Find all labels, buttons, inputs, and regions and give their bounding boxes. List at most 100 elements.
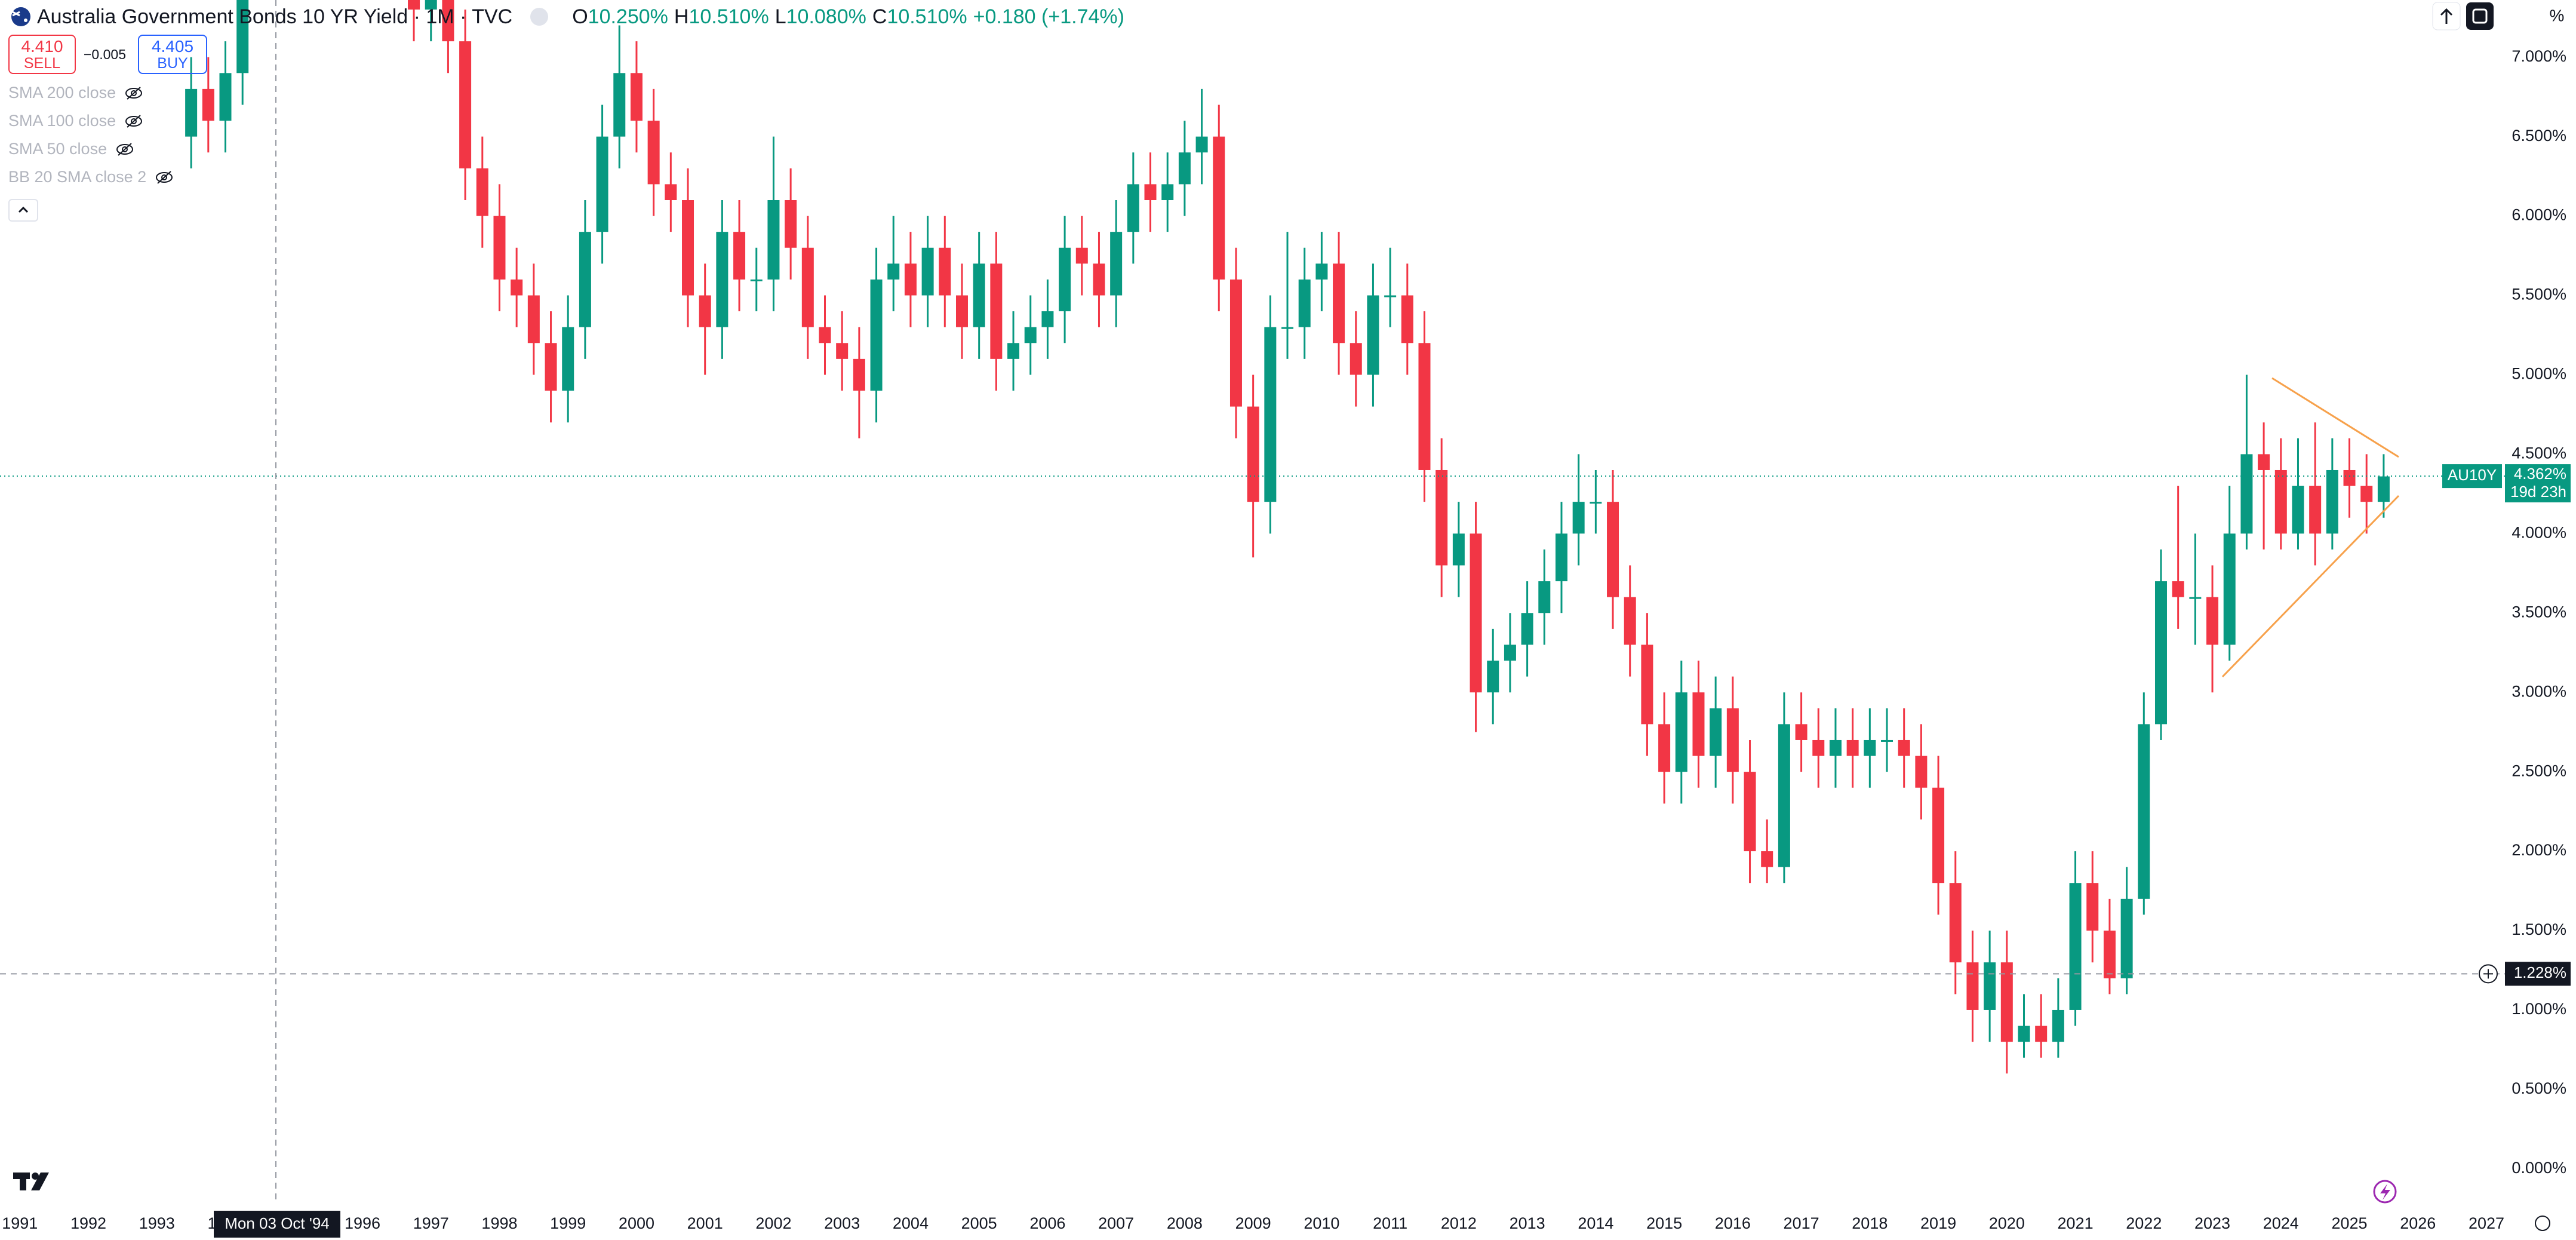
flash-icon[interactable] (2373, 1180, 2397, 1204)
indicator-label: BB 20 SMA close 2 (8, 168, 147, 186)
candle-body (1795, 724, 1807, 740)
candle-body (1281, 327, 1294, 329)
indicator[interactable]: SMA 200 close (8, 84, 143, 102)
candle-body (2360, 486, 2373, 502)
candle-body (2258, 454, 2270, 470)
symbol-tag-label: AU10Y (2448, 466, 2497, 484)
candle-body (1521, 613, 1533, 645)
candle-body (1812, 739, 1825, 756)
buy-button[interactable]: 4.405 BUY (138, 35, 207, 74)
candle-body (1846, 739, 1859, 756)
crosshair-date-label: Mon 03 Oct '94 (225, 1214, 330, 1232)
candle-body (1607, 502, 1619, 597)
logo-part (32, 1173, 39, 1180)
candle-body (2172, 581, 2184, 597)
x-tick-label: 2005 (961, 1214, 997, 1232)
collapse-dot[interactable] (530, 8, 549, 26)
candle-body (2052, 1009, 2064, 1042)
candle-body (1333, 263, 1345, 343)
candle-body (408, 0, 420, 10)
candle-body (785, 200, 797, 248)
symbol-title[interactable]: Australia Government Bonds 10 YR Yield ·… (37, 5, 513, 28)
candle-body (1264, 327, 1277, 502)
candle-body (1093, 263, 1105, 296)
candle-body (2154, 581, 2167, 725)
candle-body (2292, 486, 2304, 534)
candle-body (1761, 851, 1773, 867)
candle-body (1864, 739, 1876, 756)
indicator[interactable]: BB 20 SMA close 2 (8, 168, 174, 186)
y-tick-label: 4.000% (2512, 523, 2566, 541)
price-tag-countdown: 19d 23h (2510, 483, 2566, 501)
candle-body (1041, 311, 1054, 327)
candle-body (853, 358, 865, 391)
x-tick-label: 1999 (550, 1214, 586, 1232)
low-value: 10.080% (786, 5, 866, 28)
candle-body (1624, 597, 1636, 645)
percent-toggle[interactable]: % (2550, 6, 2565, 24)
auto-button[interactable] (2466, 2, 2494, 30)
indicator[interactable]: SMA 100 close (8, 112, 143, 130)
candle-body (2377, 476, 2390, 502)
trend-triangle (2221, 377, 2400, 678)
hide-icon[interactable] (124, 86, 143, 100)
candle-body (493, 216, 506, 280)
candle-body (767, 200, 780, 280)
candle-body (973, 263, 985, 327)
x-tick-label: 1992 (70, 1214, 106, 1232)
auto-icon (2472, 8, 2488, 24)
candle-body (1367, 295, 1379, 375)
x-tick-label: 1991 (2, 1214, 38, 1232)
candle-body (1161, 184, 1174, 200)
candle-body (1127, 184, 1139, 232)
y-tick-label: 2.500% (2512, 762, 2566, 779)
open-label: O (572, 5, 588, 28)
y-tick-label: 4.500% (2512, 444, 2566, 462)
crosshair-price-label: 1.228% (2514, 963, 2566, 981)
x-tick-label: 2001 (687, 1214, 723, 1232)
candle-body (1024, 327, 1037, 343)
candle-body (904, 263, 917, 296)
x-tick-label: 2018 (1852, 1214, 1888, 1232)
candle-body (459, 41, 472, 168)
candle-body (1435, 469, 1448, 566)
spread: −0.005 (84, 47, 126, 62)
candle-body (219, 73, 232, 121)
candle-body (1504, 644, 1516, 661)
x-tick-label: 2000 (619, 1214, 654, 1232)
candle-body (1538, 581, 1551, 613)
collapse-button[interactable] (8, 199, 38, 222)
candle-body (2000, 962, 2013, 1042)
candle-body (2120, 898, 2133, 978)
buy-price: 4.405 (151, 37, 194, 56)
candle-body (1590, 502, 1602, 504)
candle-body (1178, 152, 1191, 185)
x-tick-label: 2002 (755, 1214, 791, 1232)
open-value: 10.250% (588, 5, 668, 28)
candle-body (1144, 184, 1157, 200)
indicator[interactable]: SMA 50 close (8, 140, 134, 158)
plot-area (0, 0, 2505, 1201)
candle-body (2240, 454, 2253, 534)
candle-body (1059, 247, 1071, 312)
candle-body (1401, 295, 1413, 343)
candle-body (836, 343, 849, 359)
y-tick-label: 0.500% (2512, 1079, 2566, 1097)
hide-icon[interactable] (155, 170, 174, 185)
ohlc: C 10.510% (872, 5, 967, 29)
hide-icon[interactable] (124, 114, 143, 128)
candle-body (1350, 343, 1362, 375)
tv-logo (13, 1173, 49, 1190)
hide-icon[interactable] (115, 142, 134, 156)
candle-body (630, 73, 643, 121)
sell-price: 4.410 (21, 37, 63, 56)
candle-body (1007, 343, 1020, 359)
candle-body (647, 121, 660, 185)
sell-button[interactable]: 4.410 SELL (8, 35, 76, 74)
candle-body (1881, 739, 1893, 742)
candle-body (476, 168, 488, 216)
x-tick-label: 1996 (345, 1214, 380, 1232)
candle-body (1452, 533, 1465, 566)
